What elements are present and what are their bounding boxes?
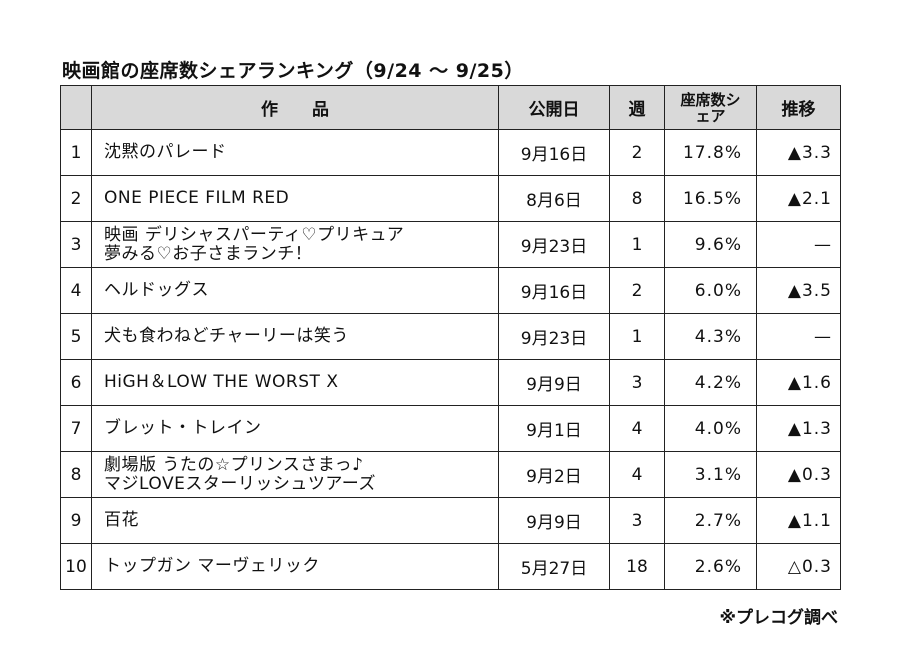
weeks-cell: 1	[609, 221, 665, 268]
header-share: 座席数シェア	[664, 85, 757, 130]
title-line: 夢みる♡お子さまランチ！	[104, 243, 313, 264]
header-rank	[60, 85, 92, 130]
title-cell: ヘルドッグス	[91, 267, 499, 314]
weeks-cell: 2	[609, 267, 665, 314]
header-title: 作 品	[91, 85, 499, 130]
table-row: 10 トップガン マーヴェリック 5月27日 18 2.6% △0.3	[60, 543, 841, 590]
seat-share-cell: 3.1%	[664, 451, 757, 498]
table-row: 5 犬も食わねどチャーリーは笑う 9月23日 1 4.3% —	[60, 313, 841, 360]
release-date-cell: 9月9日	[498, 497, 610, 544]
rank-cell: 5	[60, 313, 92, 360]
header-release: 公開日	[498, 85, 610, 130]
ranking-title: 映画館の座席数シェアランキング（9/24 ～ 9/25）	[62, 60, 524, 82]
header-weeks: 週	[609, 85, 665, 130]
weeks-cell: 2	[609, 129, 665, 176]
title-cell: 沈黙のパレード	[91, 129, 499, 176]
seat-share-cell: 17.8%	[664, 129, 757, 176]
header-trend: 推移	[756, 85, 841, 130]
table-row: 8 劇場版 うたの☆プリンスさまっ♪ マジLOVEスターリッシュツアーズ 9月2日 4 3…	[60, 451, 841, 498]
title-line: 映画 デリシャスパーティ♡プリキュア	[104, 224, 405, 245]
title-cell: 犬も食わねどチャーリーは笑う	[91, 313, 499, 360]
trend-cell: ▲1.6	[756, 359, 841, 406]
rank-cell: 7	[60, 405, 92, 452]
release-date-cell: 8月6日	[498, 175, 610, 222]
trend-cell: ▲2.1	[756, 175, 841, 222]
table-row: 3 映画 デリシャスパーティ♡プリキュア 夢みる♡お子さまランチ！ 9月23日 1 9.6…	[60, 221, 841, 268]
rank-cell: 1	[60, 129, 92, 176]
ranking-rows: 1 沈黙のパレード 9月16日 2 17.8% ▲3.3 2 ONE PIECE FILM R…	[60, 129, 841, 590]
title-cell: ブレット・トレイン	[91, 405, 499, 452]
title-cell: 劇場版 うたの☆プリンスさまっ♪ マジLOVEスターリッシュツアーズ	[91, 451, 499, 498]
seat-share-cell: 4.0%	[664, 405, 757, 452]
title-cell: トップガン マーヴェリック	[91, 543, 499, 590]
trend-cell: △0.3	[756, 543, 841, 590]
title-cell: 百花	[91, 497, 499, 544]
title-cell: ONE PIECE FILM RED	[91, 175, 499, 222]
table-row: 4 ヘルドッグス 9月16日 2 6.0% ▲3.5	[60, 267, 841, 314]
title-cell: HiGH＆LOW THE WORST X	[91, 359, 499, 406]
title-line: 百花	[104, 510, 139, 530]
trend-cell: ▲3.3	[756, 129, 841, 176]
weeks-cell: 8	[609, 175, 665, 222]
seat-share-cell: 2.6%	[664, 543, 757, 590]
release-date-cell: 9月1日	[498, 405, 610, 452]
release-date-cell: 9月23日	[498, 221, 610, 268]
table-row: 6 HiGH＆LOW THE WORST X 9月9日 3 4.2% ▲1.6	[60, 359, 841, 406]
trend-cell: —	[756, 221, 841, 268]
seat-share-cell: 16.5%	[664, 175, 757, 222]
weeks-cell: 18	[609, 543, 665, 590]
release-date-cell: 9月9日	[498, 359, 610, 406]
release-date-cell: 9月23日	[498, 313, 610, 360]
trend-cell: ▲0.3	[756, 451, 841, 498]
table-header-row: 作 品 公開日 週 座席数シェア 推移	[60, 85, 841, 130]
title-line: 劇場版 うたの☆プリンスさまっ♪	[104, 454, 364, 475]
rank-cell: 2	[60, 175, 92, 222]
title-line: HiGH＆LOW THE WORST X	[104, 372, 339, 392]
trend-cell: ▲3.5	[756, 267, 841, 314]
release-date-cell: 9月16日	[498, 129, 610, 176]
rank-cell: 10	[60, 543, 92, 590]
trend-cell: ▲1.1	[756, 497, 841, 544]
table-row: 7 ブレット・トレイン 9月1日 4 4.0% ▲1.3	[60, 405, 841, 452]
title-line: 犬も食わねどチャーリーは笑う	[104, 326, 349, 346]
source-note: ※プレコグ調べ	[719, 608, 838, 628]
weeks-cell: 3	[609, 359, 665, 406]
weeks-cell: 4	[609, 405, 665, 452]
rank-cell: 8	[60, 451, 92, 498]
seat-share-cell: 4.3%	[664, 313, 757, 360]
title-cell: 映画 デリシャスパーティ♡プリキュア 夢みる♡お子さまランチ！	[91, 221, 499, 268]
rank-cell: 4	[60, 267, 92, 314]
seat-share-cell: 6.0%	[664, 267, 757, 314]
weeks-cell: 4	[609, 451, 665, 498]
title-line: ブレット・トレイン	[104, 418, 262, 438]
table-row: 9 百花 9月9日 3 2.7% ▲1.1	[60, 497, 841, 544]
table-row: 2 ONE PIECE FILM RED 8月6日 8 16.5% ▲2.1	[60, 175, 841, 222]
title-line: ONE PIECE FILM RED	[104, 188, 290, 208]
header-share-label: 座席数シェア	[680, 90, 741, 125]
seat-share-cell: 4.2%	[664, 359, 757, 406]
trend-cell: —	[756, 313, 841, 360]
weeks-cell: 3	[609, 497, 665, 544]
rank-cell: 9	[60, 497, 92, 544]
table-row: 1 沈黙のパレード 9月16日 2 17.8% ▲3.3	[60, 129, 841, 176]
seat-share-cell: 9.6%	[664, 221, 757, 268]
title-line: マジLOVEスターリッシュツアーズ	[104, 473, 376, 494]
trend-cell: ▲1.3	[756, 405, 841, 452]
release-date-cell: 9月2日	[498, 451, 610, 498]
rank-cell: 6	[60, 359, 92, 406]
seat-share-cell: 2.7%	[664, 497, 757, 544]
release-date-cell: 5月27日	[498, 543, 610, 590]
ranking-table: 作 品 公開日 週 座席数シェア 推移 1 沈黙のパレード 9月16日 2 17.8% ▲…	[60, 85, 841, 590]
release-date-cell: 9月16日	[498, 267, 610, 314]
rank-cell: 3	[60, 221, 92, 268]
weeks-cell: 1	[609, 313, 665, 360]
title-line: ヘルドッグス	[104, 280, 209, 300]
title-line: 沈黙のパレード	[104, 142, 227, 162]
title-line: トップガン マーヴェリック	[104, 556, 320, 576]
